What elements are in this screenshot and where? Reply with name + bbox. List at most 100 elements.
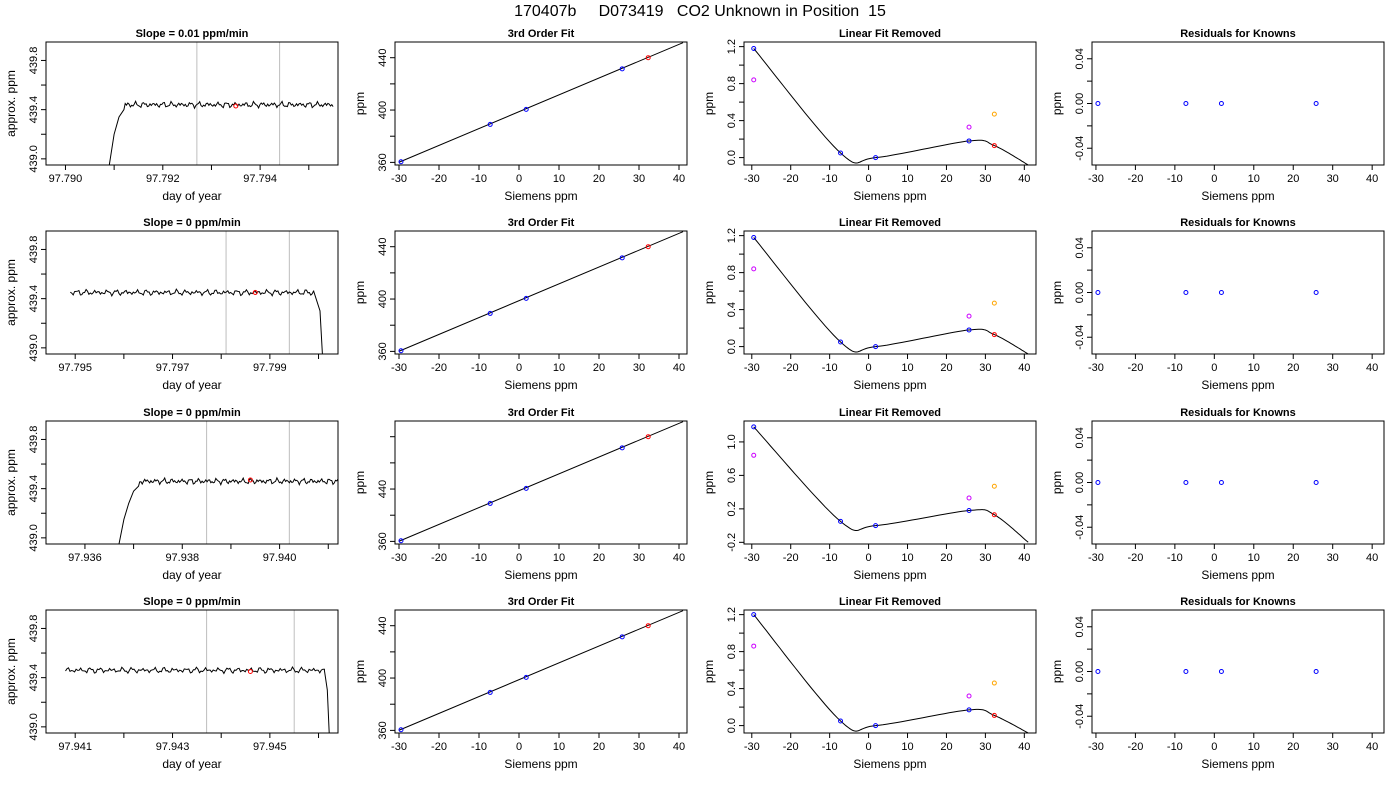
data-point bbox=[966, 707, 972, 713]
y-tick-label: 0.00 bbox=[1074, 93, 1086, 114]
chart-panel: Residuals for Knowns -30 -20 -10 0 10 20 30 40 -0… bbox=[1050, 407, 1385, 582]
y-tick-label: 1.2 bbox=[726, 39, 738, 54]
y-tick-label: 0.04 bbox=[1074, 237, 1086, 258]
x-tick-label: 10 bbox=[553, 362, 565, 374]
x-tick-label: 0 bbox=[1211, 741, 1217, 753]
x-tick-label: -20 bbox=[431, 173, 447, 185]
fit-curve bbox=[753, 426, 1029, 543]
chart-panel: 3rd Order Fit -30 -20 -10 0 10 20 30 40 360 400 440… bbox=[353, 28, 688, 203]
x-tick-label: -10 bbox=[1167, 173, 1183, 185]
x-tick-label: -30 bbox=[1088, 552, 1104, 564]
x-tick-label: 0 bbox=[516, 552, 522, 564]
x-tick-label: 10 bbox=[553, 552, 565, 564]
x-tick-label: -20 bbox=[1127, 741, 1143, 753]
x-tick-label: 20 bbox=[1287, 552, 1299, 564]
data-point bbox=[838, 150, 844, 156]
data-point bbox=[645, 244, 651, 250]
x-tick-label: -10 bbox=[1167, 362, 1183, 374]
panel-title: 3rd Order Fit bbox=[508, 28, 575, 40]
x-axis-label: day of year bbox=[162, 568, 221, 582]
data-point bbox=[398, 727, 404, 733]
x-tick-label: -10 bbox=[471, 552, 487, 564]
chart-panel: 3rd Order Fit -30 -20 -10 0 10 20 30 40 360 400 440… bbox=[353, 217, 688, 392]
panel-title: Linear Fit Removed bbox=[839, 407, 941, 419]
plot-frame bbox=[394, 41, 688, 166]
data-point bbox=[991, 712, 997, 718]
x-tick-label: -10 bbox=[471, 173, 487, 185]
y-tick-label: 0.6 bbox=[726, 468, 738, 483]
y-tick-label: 0.8 bbox=[726, 265, 738, 280]
data-point bbox=[1183, 480, 1189, 485]
x-tick-label: -20 bbox=[1127, 173, 1143, 185]
x-axis-label: day of year bbox=[162, 378, 221, 392]
data-point bbox=[966, 313, 972, 319]
x-tick-label: 10 bbox=[553, 741, 565, 753]
x-tick-label: 10 bbox=[1248, 173, 1260, 185]
plot-frame bbox=[743, 420, 1037, 545]
data-point bbox=[619, 445, 625, 451]
fit-curve bbox=[398, 231, 684, 352]
chart-panel: Slope = 0 ppm/min 97.936 97.938 97.940 439.0… bbox=[4, 407, 339, 582]
x-tick-label: 30 bbox=[633, 362, 645, 374]
y-tick-label: 440 bbox=[377, 617, 389, 635]
x-tick-label: 0 bbox=[866, 741, 872, 753]
y-tick-label: 1.2 bbox=[726, 228, 738, 243]
y-tick-label: 0.04 bbox=[1074, 616, 1086, 637]
x-tick-label: -30 bbox=[1088, 362, 1104, 374]
y-tick-label: 360 bbox=[377, 342, 389, 360]
x-tick-label: 30 bbox=[979, 362, 991, 374]
data-point bbox=[1095, 669, 1101, 674]
y-tick-label: 439.8 bbox=[28, 615, 40, 643]
chart-panel: Residuals for Knowns -30 -20 -10 0 10 20 30 40 -0… bbox=[1050, 28, 1385, 203]
plot-frame bbox=[743, 609, 1037, 734]
y-tick-label: 440 bbox=[377, 49, 389, 67]
data-point bbox=[751, 643, 757, 649]
x-tick-label: -10 bbox=[822, 362, 838, 374]
data-point bbox=[1218, 101, 1224, 106]
y-tick-label: 0.4 bbox=[726, 681, 738, 696]
y-axis-label: approx. ppm bbox=[4, 70, 18, 137]
y-tick-label: 440 bbox=[377, 238, 389, 256]
y-tick-label: 0.00 bbox=[1074, 472, 1086, 493]
data-point bbox=[873, 723, 879, 729]
y-tick-label: 439.4 bbox=[28, 96, 40, 124]
panel-title: 3rd Order Fit bbox=[508, 596, 575, 608]
x-tick-label: 40 bbox=[1018, 741, 1030, 753]
data-point bbox=[873, 155, 879, 161]
data-point bbox=[751, 266, 757, 272]
data-point bbox=[838, 339, 844, 345]
chart-panel: Residuals for Knowns -30 -20 -10 0 10 20 30 40 -0… bbox=[1050, 217, 1385, 392]
y-tick-label: 0.8 bbox=[726, 76, 738, 91]
data-point bbox=[991, 111, 997, 117]
x-tick-label: -30 bbox=[744, 362, 760, 374]
data-point bbox=[991, 483, 997, 489]
y-tick-label: 400 bbox=[377, 290, 389, 308]
trace-line bbox=[70, 288, 323, 354]
panel-title: Slope = 0 ppm/min bbox=[143, 217, 241, 229]
data-point bbox=[233, 103, 239, 109]
data-point bbox=[645, 434, 651, 440]
x-tick-label: 30 bbox=[1327, 362, 1339, 374]
plot-frame bbox=[394, 230, 688, 355]
data-point bbox=[487, 121, 493, 127]
data-point bbox=[966, 327, 972, 333]
panel-title: Residuals for Knowns bbox=[1180, 407, 1296, 419]
x-tick-label: 30 bbox=[633, 173, 645, 185]
data-point bbox=[645, 55, 651, 61]
data-point bbox=[991, 143, 997, 149]
chart-panel: Slope = 0 ppm/min 97.941 97.943 97.945 439.0… bbox=[4, 596, 339, 771]
data-point bbox=[991, 300, 997, 306]
x-tick-label: -20 bbox=[1127, 362, 1143, 374]
plot-frame bbox=[743, 230, 1037, 355]
data-point bbox=[751, 234, 757, 240]
panel-title: 3rd Order Fit bbox=[508, 407, 575, 419]
y-tick-label: 400 bbox=[377, 101, 389, 119]
plot-frame bbox=[45, 230, 339, 355]
data-point bbox=[1183, 669, 1189, 674]
y-tick-label: 0.0 bbox=[726, 150, 738, 165]
data-point bbox=[751, 77, 757, 83]
panel-title: Residuals for Knowns bbox=[1180, 28, 1296, 40]
x-tick-label: 10 bbox=[1248, 552, 1260, 564]
x-tick-label: 97.795 bbox=[58, 362, 92, 374]
y-tick-label: -0.2 bbox=[726, 533, 738, 552]
